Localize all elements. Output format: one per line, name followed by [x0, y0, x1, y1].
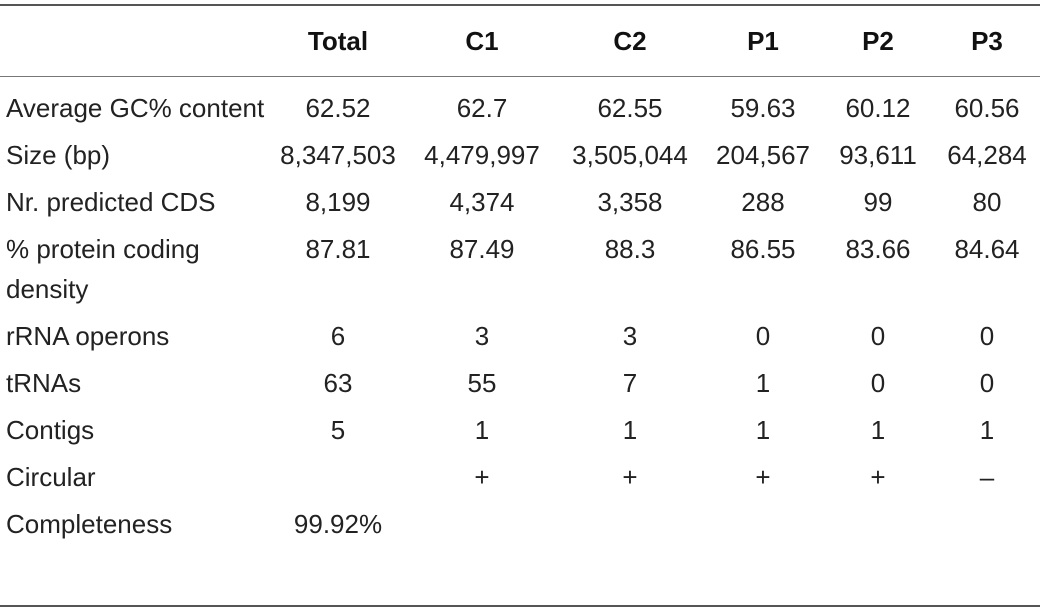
table-cell: 1 [474, 415, 490, 445]
table-cell [268, 457, 408, 504]
table-cell: 99.92% [293, 509, 383, 539]
table-cell [408, 504, 556, 544]
table-row: % protein coding density 87.81 87.49 88.… [0, 229, 1040, 316]
table-cell: 86.55 [730, 234, 796, 264]
table-row: Contigs 5 1 1 1 1 1 [0, 410, 1040, 457]
row-label: Nr. predicted CDS [6, 187, 216, 217]
table-cell: + [622, 462, 638, 492]
table-row: rRNA operons 6 3 3 0 0 0 [0, 316, 1040, 363]
table-cell: 62.52 [305, 93, 371, 123]
table-row: Circular + + + + – [0, 457, 1040, 504]
table-cell: 1 [622, 415, 638, 445]
header-rule [0, 76, 1040, 77]
table-cell: 62.55 [597, 93, 663, 123]
table-cell: 62.7 [456, 93, 508, 123]
table-header: Total C1 C2 P1 P2 P3 [0, 5, 1040, 76]
header-cell-c1: C1 [465, 25, 499, 56]
row-label: Circular [6, 462, 96, 492]
table-cell: 0 [979, 368, 995, 398]
table-cell: 64,284 [947, 140, 1027, 170]
table-cell: 4,479,997 [424, 140, 540, 170]
table-cell: 80 [972, 187, 1002, 217]
table-cell: 4,374 [449, 187, 515, 217]
table-cell [934, 504, 1040, 544]
table-cell: 93,611 [839, 140, 917, 170]
row-label: Completeness [6, 509, 173, 539]
table-cell: 0 [870, 321, 886, 351]
header-cell-p3: P3 [971, 25, 1003, 56]
table-cell: 6 [330, 321, 346, 351]
table-cell: 0 [979, 321, 995, 351]
table-cell: 88.3 [604, 234, 656, 264]
genome-stats-table: Total C1 C2 P1 P2 P3 Average GC% content… [0, 5, 1040, 544]
row-label: Average GC% content [6, 93, 265, 123]
header-cell-p1: P1 [747, 25, 779, 56]
table-cell: 3 [622, 321, 638, 351]
row-label: rRNA operons [6, 321, 170, 351]
table-row: Nr. predicted CDS 8,199 4,374 3,358 288 … [0, 182, 1040, 229]
table-cell: 3 [474, 321, 490, 351]
table-cell: 87.49 [449, 234, 515, 264]
table-cell: 0 [755, 321, 771, 351]
table-cell: 3,358 [597, 187, 663, 217]
table-cell: 87.81 [305, 234, 371, 264]
table-cell: 5 [330, 415, 346, 445]
table-cell: 1 [979, 415, 995, 445]
table-row: Size (bp) 8,347,503 4,479,997 3,505,044 … [0, 135, 1040, 182]
table-cell [704, 504, 822, 544]
header-cell-total: Total [307, 25, 369, 56]
table-cell: 3,505,044 [572, 140, 688, 170]
table-body: Average GC% content 62.52 62.7 62.55 59.… [0, 76, 1040, 544]
table-cell: 1 [755, 415, 771, 445]
row-label: % protein coding density [6, 234, 200, 304]
table-cell [556, 504, 704, 544]
header-cell-c2: C2 [613, 25, 647, 56]
table-cell: 84.64 [954, 234, 1020, 264]
table-cell: + [755, 462, 771, 492]
row-label: Contigs [6, 415, 95, 445]
table-cell: – [979, 462, 995, 492]
table-cell: 55 [467, 368, 497, 398]
bottom-rule [0, 605, 1040, 607]
table-cell: + [870, 462, 886, 492]
table-cell: 99 [863, 187, 893, 217]
table-cell: 83.66 [845, 234, 911, 264]
table-cell: 60.12 [845, 93, 911, 123]
table-cell: 1 [755, 368, 771, 398]
table-cell: 59.63 [730, 93, 796, 123]
table-row: tRNAs 63 55 7 1 0 0 [0, 363, 1040, 410]
table-cell: 8,347,503 [280, 140, 396, 170]
table-cell: 1 [870, 415, 886, 445]
table-cell: 60.56 [954, 93, 1020, 123]
table-row: Average GC% content 62.52 62.7 62.55 59.… [0, 76, 1040, 135]
table-cell: 8,199 [305, 187, 371, 217]
table-cell [822, 504, 934, 544]
row-label: Size (bp) [6, 140, 111, 170]
header-cell-label [0, 5, 268, 76]
table-row: Completeness 99.92% [0, 504, 1040, 544]
top-rule [0, 4, 1040, 6]
table-cell: + [474, 462, 490, 492]
header-cell-p2: P2 [862, 25, 894, 56]
table-cell: 7 [622, 368, 638, 398]
header-row: Total C1 C2 P1 P2 P3 [0, 5, 1040, 76]
row-label: tRNAs [6, 368, 82, 398]
table-cell: 204,567 [716, 140, 810, 170]
table-cell: 0 [870, 368, 886, 398]
table-cell: 63 [323, 368, 353, 398]
table-cell: 288 [741, 187, 785, 217]
